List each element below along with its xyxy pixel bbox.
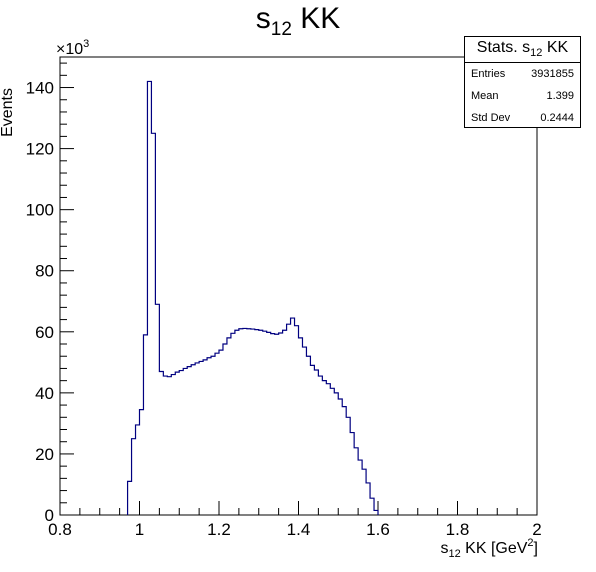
stats-value: 1.399	[546, 90, 574, 102]
stats-header-subscript: 12	[530, 47, 543, 60]
x-tick-label: 0.8	[48, 520, 72, 539]
x-label-rest: KK [GeV	[461, 540, 528, 557]
x-tick-label: 1.2	[207, 520, 231, 539]
stats-label: Mean	[471, 90, 499, 102]
x-label-close: ]	[534, 540, 538, 557]
stats-row-stddev: Std Dev 0.2444	[465, 107, 580, 129]
stats-row-entries: Entries 3931855	[465, 63, 580, 85]
x-label-main: s	[440, 540, 448, 557]
stats-row-mean: Mean 1.399	[465, 85, 580, 107]
stats-box: Stats. s12 KK Entries 3931855 Mean 1.399 S…	[464, 36, 581, 128]
x-axis-label: s12 KK [GeV2]	[440, 537, 538, 560]
stats-header: Stats. s12 KK	[465, 37, 580, 63]
y-tick-label: 0	[45, 506, 54, 525]
stats-label: Std Dev	[471, 112, 511, 124]
title-main: s	[255, 2, 271, 35]
chart-title: s12 KK	[0, 2, 596, 41]
x-tick-label: 1.8	[446, 520, 470, 539]
y-tick-label: 80	[35, 262, 54, 281]
plot-frame	[59, 56, 538, 516]
y-multiplier-base: ×10	[56, 41, 83, 58]
x-tick-label: 2	[532, 520, 541, 539]
x-axis-ticks: 0.8 1 1.2 1.4 1.6 1.8 2	[48, 501, 542, 539]
y-tick-label: 120	[26, 140, 54, 159]
x-tick-label: 1	[135, 520, 144, 539]
stats-value: 0.2444	[540, 112, 574, 124]
y-tick-label: 40	[35, 384, 54, 403]
y-tick-label: 100	[26, 201, 54, 220]
title-rest: KK	[291, 2, 341, 35]
histogram-series-line	[126, 80, 379, 515]
y-axis-ticks: 0 20 40 60 80 100 120 140	[26, 62, 74, 525]
y-multiplier-exponent: 3	[83, 38, 89, 50]
y-tick-label: 60	[35, 323, 54, 342]
x-tick-label: 1.4	[287, 520, 311, 539]
y-axis-label: Events	[0, 88, 16, 137]
x-label-superscript: 2	[527, 537, 533, 549]
stats-header-main: Stats. s	[476, 39, 531, 56]
x-label-subscript: 12	[448, 548, 460, 560]
stats-label: Entries	[471, 68, 506, 80]
title-subscript: 12	[270, 19, 292, 40]
y-tick-label: 20	[35, 445, 54, 464]
y-tick-label: 140	[26, 79, 54, 98]
y-axis-multiplier: ×103	[56, 38, 89, 58]
x-tick-label: 1.6	[366, 520, 390, 539]
stats-header-rest: KK	[542, 39, 569, 56]
stats-value: 3931855	[531, 68, 574, 80]
